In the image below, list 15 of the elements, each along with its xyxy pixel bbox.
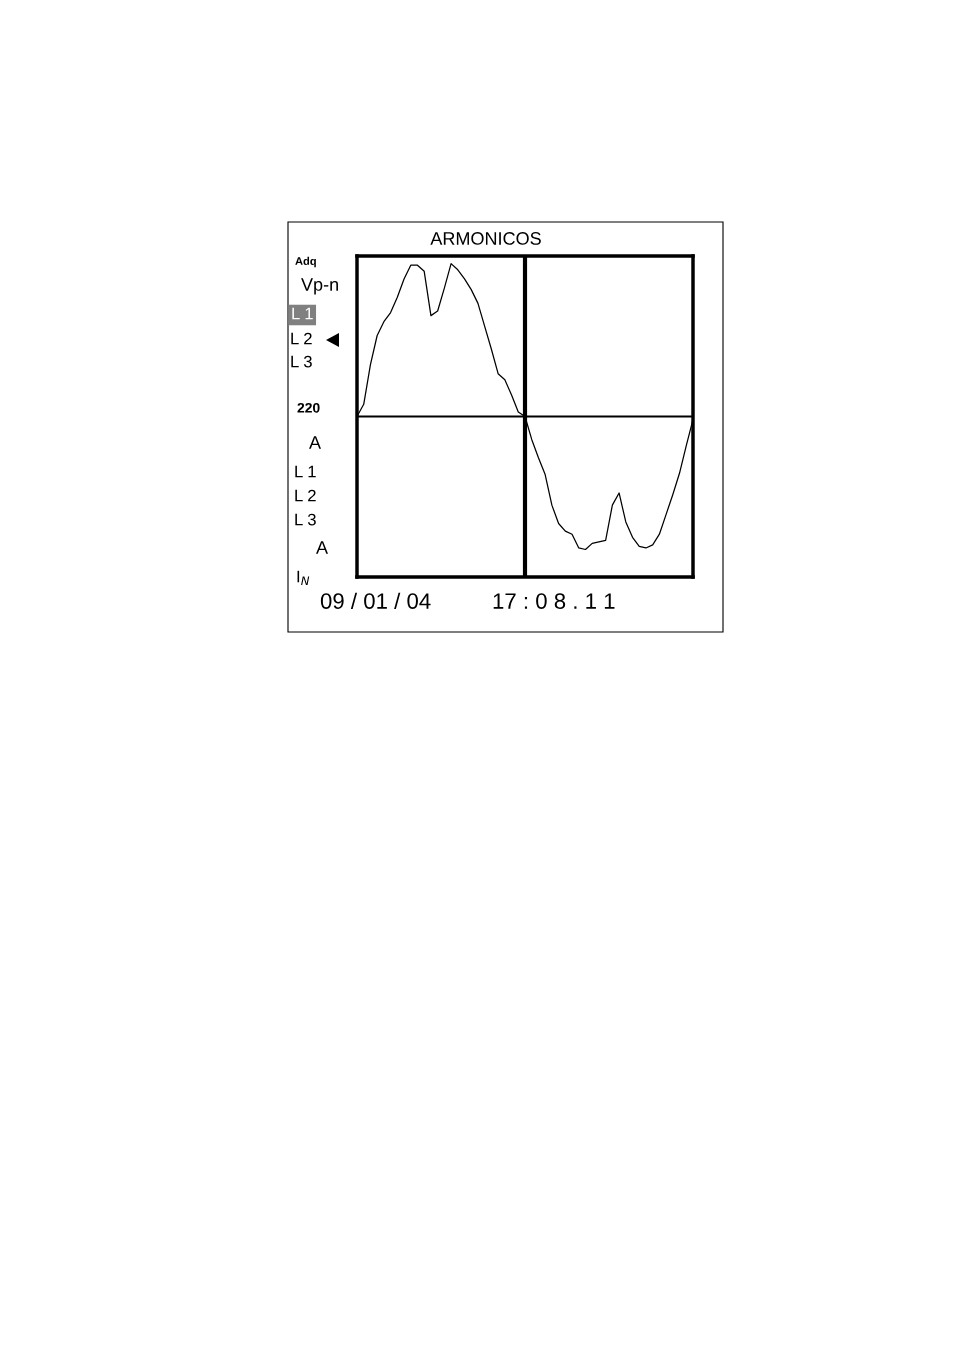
text: 17 : 0 8 . 1 1 [493, 593, 615, 609]
text: Adq [295, 256, 316, 268]
text: L 1 [292, 307, 313, 320]
chart-title: ARMONICOS [430, 232, 541, 245]
text: 09 / 01 / 04 [320, 592, 431, 609]
text: L 1 [295, 465, 316, 478]
text: L 2 [291, 332, 312, 345]
text: A [309, 436, 322, 449]
text: A [316, 541, 329, 554]
text: L 3 [295, 513, 316, 526]
text: L 3 [291, 355, 312, 368]
text: L 2 [295, 489, 316, 502]
text: 220 [297, 402, 320, 413]
text: Vp-n [301, 278, 338, 295]
text: I$_{N}$ [297, 570, 310, 586]
